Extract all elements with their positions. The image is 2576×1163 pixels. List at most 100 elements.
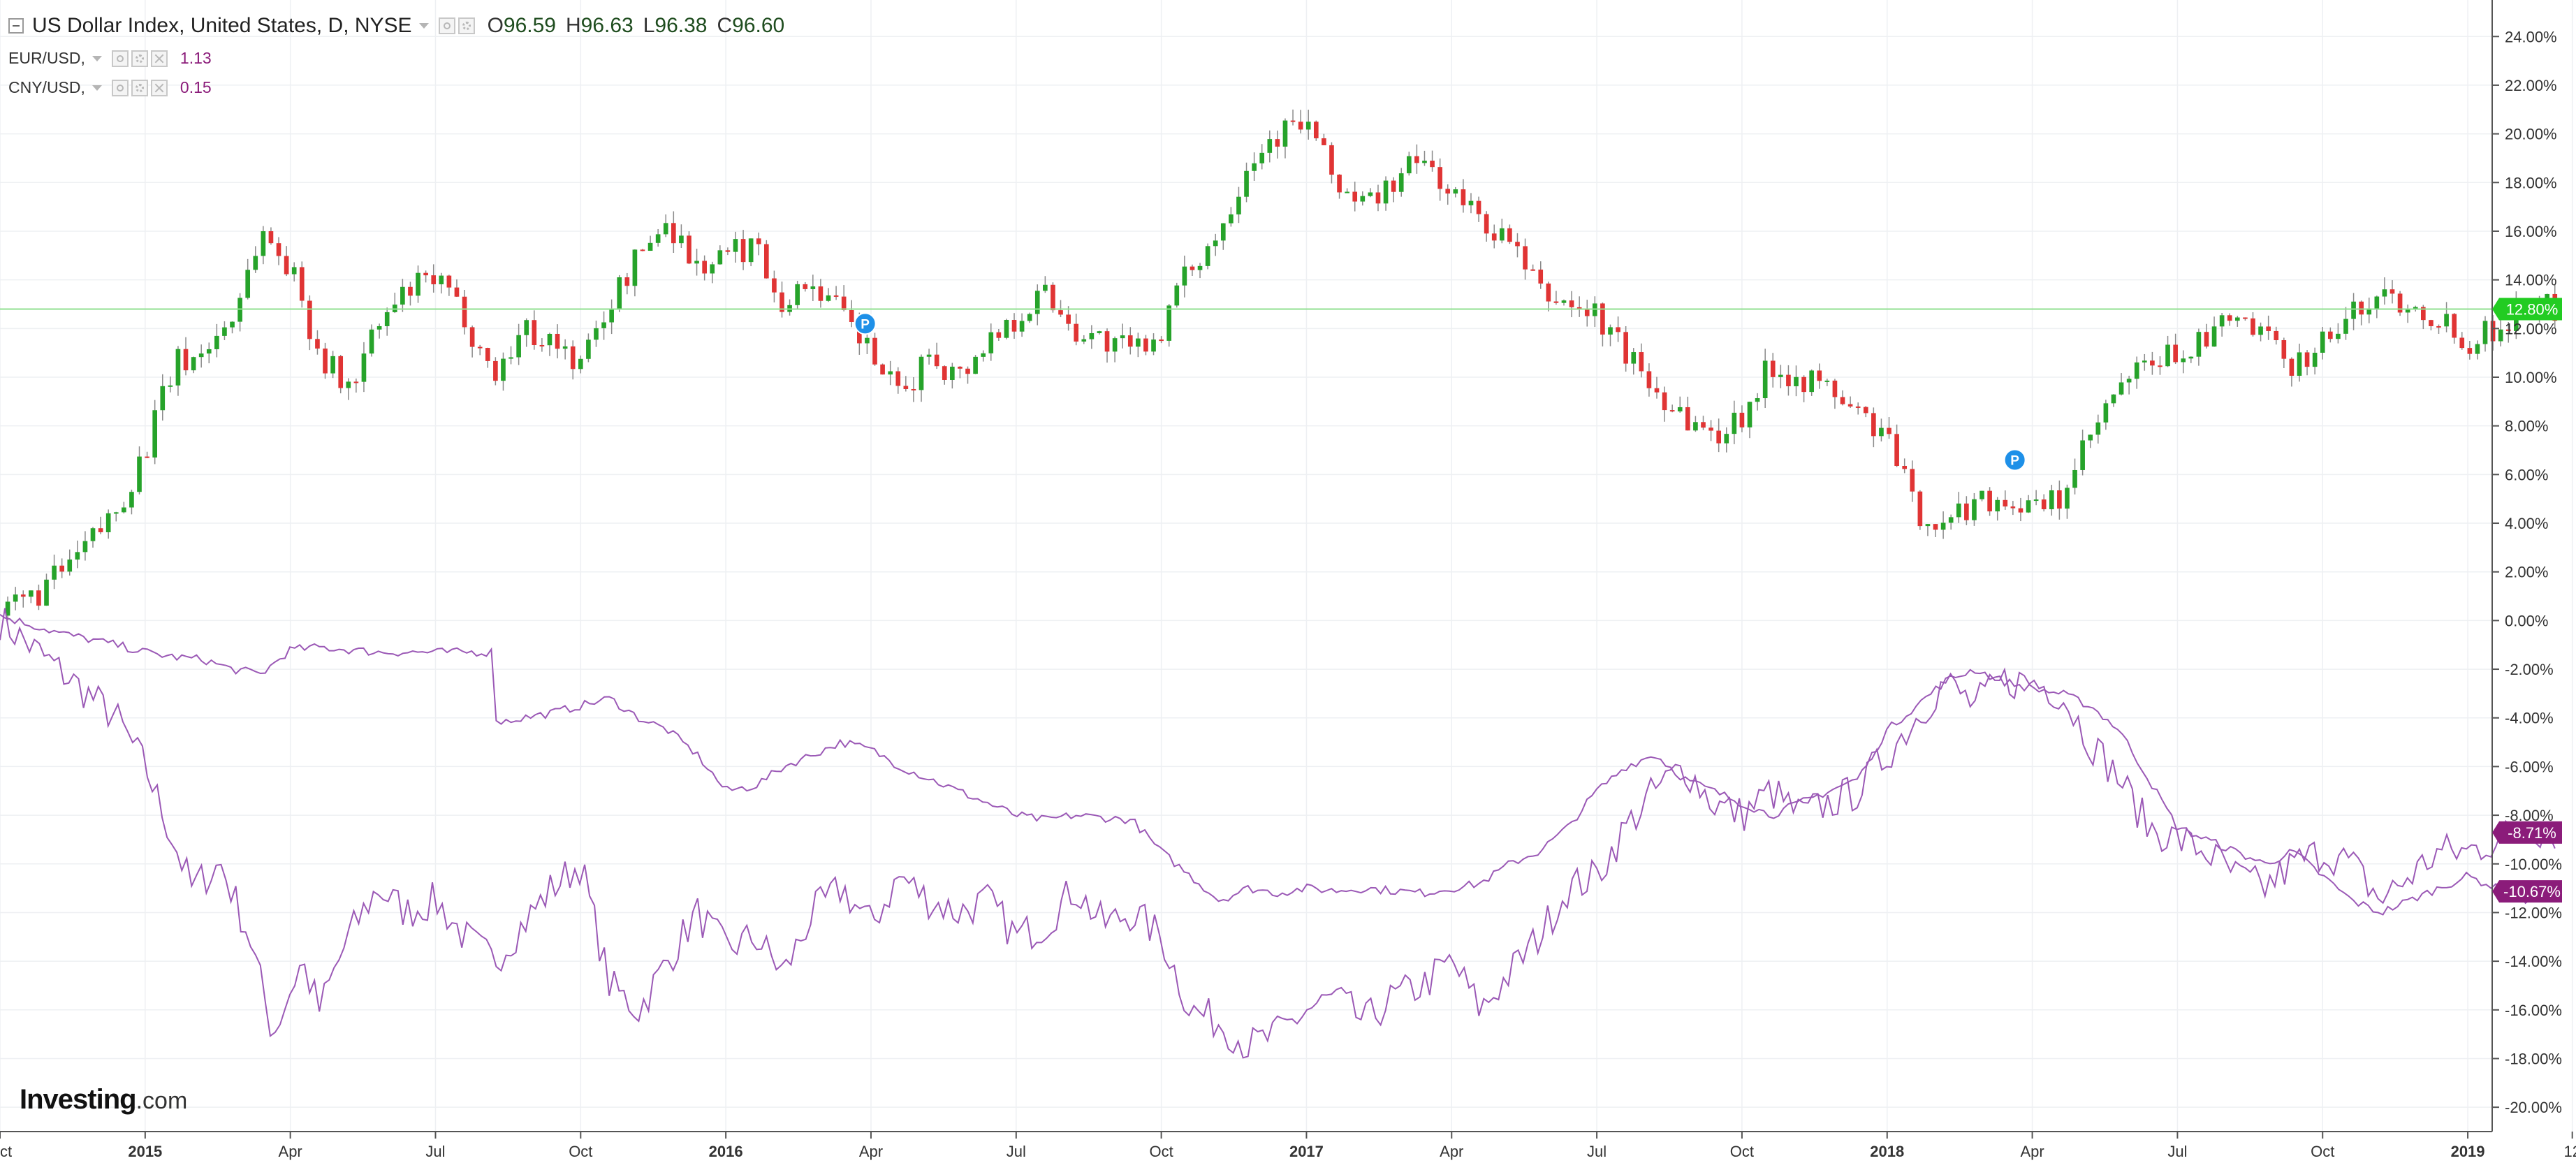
candle-down [818, 286, 824, 301]
candle-up [1755, 398, 1760, 402]
eye-icon[interactable] [111, 50, 129, 67]
candle-down [532, 320, 537, 345]
candle-down [2010, 506, 2016, 509]
candle-down [284, 256, 289, 275]
candle-down [1127, 335, 1133, 347]
candle-up [1229, 214, 1234, 224]
eye-icon[interactable] [111, 79, 129, 96]
open-value: 96.59 [503, 14, 556, 37]
candle-up [826, 295, 831, 301]
candle-down [2204, 332, 2209, 347]
chevron-down-icon[interactable] [92, 85, 102, 91]
candle-down [462, 296, 467, 328]
candle-down [1011, 320, 1017, 332]
candle-down [1739, 412, 1745, 427]
badge-shape [2492, 298, 2562, 321]
chevron-down-icon[interactable] [418, 23, 429, 29]
candle-down [570, 346, 576, 370]
candle-up [1019, 321, 1025, 332]
candle-up [710, 264, 715, 274]
candle-up [1956, 503, 1961, 518]
logo-suffix: .com [136, 1088, 188, 1114]
gear-icon[interactable] [131, 79, 148, 96]
candle-down [895, 371, 901, 386]
candle-down [1430, 161, 1435, 168]
candle-down [1515, 242, 1520, 247]
price-axis[interactable]: 24.00% 22.00% 20.00% 18.00% 16.00% 14.00% 12.0… [2492, 28, 2562, 1116]
usd-index-candles [5, 109, 2558, 620]
time-axis[interactable]: Oct 2015 Apr Jul Oct 2016 Apr Jul Oct 2017 Apr Jul O… [0, 1132, 2576, 1160]
candle-up [105, 513, 111, 532]
candle-down [2041, 499, 2047, 510]
candle-up [617, 277, 622, 309]
candle-down [2057, 490, 2062, 509]
candle-up [717, 250, 723, 265]
candle-down [1887, 427, 1891, 434]
candle-down [20, 594, 26, 597]
candle-down [1623, 332, 1628, 364]
chevron-down-icon[interactable] [92, 55, 102, 61]
candle-down [423, 272, 428, 276]
candle-up [1267, 139, 1273, 153]
candle-up [1205, 246, 1210, 266]
candle-down [1987, 490, 1992, 512]
candle-down [1290, 120, 1296, 122]
candle-up [1197, 265, 1203, 270]
candle-up [1136, 338, 1141, 347]
candle-down [2266, 326, 2271, 331]
candle-up [214, 335, 219, 349]
candle-up [237, 298, 242, 322]
candle-up [75, 552, 80, 560]
candle-down [2421, 307, 2426, 321]
candle-up [2405, 309, 2410, 313]
candle-down [323, 348, 328, 374]
event-marker-label: P [2010, 453, 2019, 468]
y-tick-label: -2.00% [2505, 661, 2554, 678]
x-tick-label: Oct [1149, 1143, 1173, 1160]
candle-up [5, 601, 10, 616]
candle-down [1476, 200, 1481, 214]
candle-up [369, 329, 374, 354]
candle-up [1305, 122, 1311, 130]
candle-down [446, 275, 452, 288]
collapse-icon[interactable] [8, 18, 24, 34]
close-icon[interactable] [150, 79, 168, 96]
candle-down [555, 333, 560, 349]
cny-usd-line [0, 613, 2556, 916]
event-markers[interactable]: PP [854, 312, 2026, 471]
candle-down [59, 565, 64, 572]
candle-up [1925, 524, 1931, 527]
candle-up [2475, 344, 2480, 354]
candle-up [1979, 490, 1984, 499]
candle-up [376, 326, 382, 330]
candle-down [833, 295, 839, 297]
gear-icon[interactable] [131, 50, 148, 67]
candle-down [1329, 145, 1334, 175]
eye-icon[interactable] [438, 17, 455, 34]
candle-up [206, 349, 212, 354]
candle-up [198, 353, 204, 358]
low-value: 96.38 [654, 14, 708, 37]
gear-icon[interactable] [458, 17, 475, 34]
candle-up [346, 381, 351, 388]
x-tick-label: Jul [1587, 1143, 1607, 1160]
candle-up [400, 286, 405, 305]
close-icon[interactable] [150, 50, 168, 67]
candle-up [13, 594, 18, 602]
candle-up [1034, 291, 1040, 314]
candle-up [2033, 499, 2039, 502]
open-label: O [487, 14, 504, 37]
candle-down [1066, 314, 1071, 324]
candle-up [988, 332, 994, 353]
candle-up [795, 284, 800, 305]
candle-up [1879, 427, 1884, 437]
candle-down [2251, 318, 2255, 335]
candle-down [469, 327, 475, 347]
candle-down [1104, 331, 1110, 352]
candle-down [1546, 283, 1551, 302]
candle-up [1747, 402, 1752, 427]
y-tick-label: 6.00% [2505, 466, 2548, 483]
y-tick-label: -16.00% [2505, 1002, 2562, 1019]
candle-down [2003, 499, 2008, 507]
